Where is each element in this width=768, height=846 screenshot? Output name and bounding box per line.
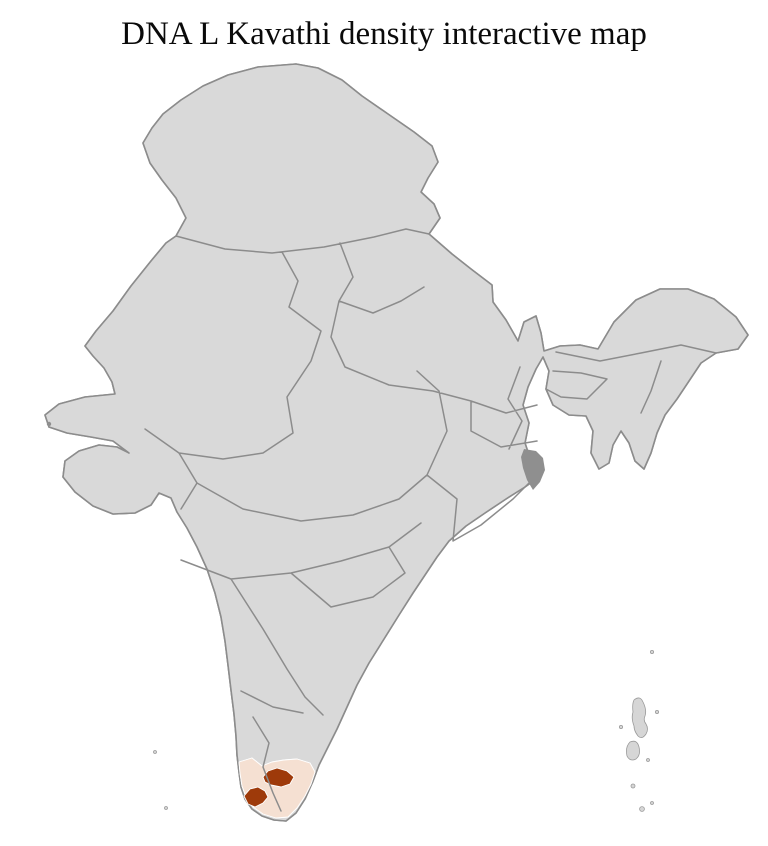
mainland-group[interactable] [44, 63, 749, 822]
low-density-region[interactable] [238, 757, 316, 819]
high-density-district-2[interactable] [243, 786, 269, 808]
lakshadweep-islands[interactable] [153, 750, 168, 810]
andaman-islands[interactable] [619, 650, 660, 812]
river-delta-patch [521, 449, 545, 490]
page-title: DNA L Kavathi density interactive map [121, 16, 647, 52]
state-borders [144, 228, 717, 812]
low-density-mesh-overlay [238, 757, 316, 819]
high-density-district-1[interactable] [262, 767, 295, 788]
gulf-islet [46, 421, 52, 427]
